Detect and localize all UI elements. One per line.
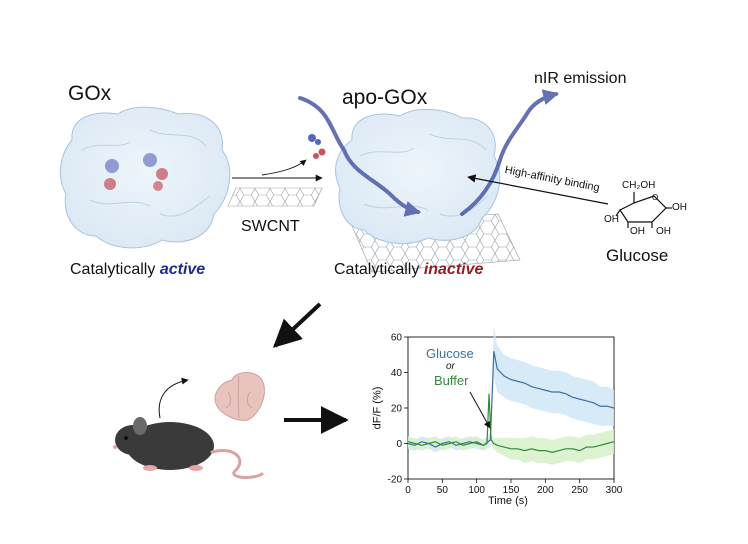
y-axis-label: dF/F (%) bbox=[371, 386, 384, 430]
x-tick-label: 50 bbox=[437, 485, 449, 496]
glucose-oh-2: OH bbox=[656, 226, 671, 237]
nir-emission-label: nIR emission bbox=[534, 70, 627, 87]
injection-arrow bbox=[469, 391, 491, 429]
glucose-oh-4: OH bbox=[604, 214, 619, 225]
glucose-ch2oh: CH₂OH bbox=[622, 180, 656, 191]
y-tick-label: 0 bbox=[396, 439, 402, 450]
x-tick-label: 200 bbox=[537, 485, 554, 496]
series-buffer bbox=[407, 393, 615, 453]
band-glucose bbox=[408, 326, 614, 453]
swcnt-icon bbox=[227, 187, 323, 207]
x-tick-label: 100 bbox=[468, 485, 485, 496]
legend-or: or bbox=[446, 361, 455, 372]
fad-release-icon bbox=[308, 134, 326, 159]
inactive-prefix: Catalytically bbox=[334, 261, 424, 278]
ring-oxygen: O bbox=[652, 193, 658, 202]
x-axis-label: Time (s) bbox=[488, 495, 528, 507]
catalytically-inactive-label: Catalytically inactive bbox=[334, 261, 483, 279]
y-tick-label: 20 bbox=[391, 404, 403, 415]
active-word: active bbox=[159, 261, 206, 278]
y-tick-label: -20 bbox=[388, 475, 403, 486]
apo-gox-title: apo-GOx bbox=[342, 86, 428, 109]
brain-slice-icon bbox=[214, 372, 265, 421]
swcnt-label: SWCNT bbox=[241, 218, 300, 235]
release-arrow bbox=[261, 159, 307, 176]
down-left-arrow bbox=[272, 302, 322, 348]
y-tick-label: 60 bbox=[391, 333, 403, 344]
mouse-icon bbox=[113, 417, 264, 479]
x-tick-label: 150 bbox=[503, 485, 520, 496]
binding-arrow bbox=[467, 174, 609, 205]
glucose-oh-3: OH bbox=[630, 226, 645, 237]
x-tick-label: 300 bbox=[606, 485, 623, 496]
brain-extraction-arrow bbox=[158, 377, 189, 419]
legend-glucose: Glucose bbox=[426, 346, 474, 361]
glucose-label: Glucose bbox=[606, 246, 669, 265]
glucose-structure bbox=[615, 192, 672, 228]
fad-cofactor-icon bbox=[105, 159, 119, 173]
legend-buffer: Buffer bbox=[434, 373, 469, 388]
catalytically-active-label: Catalytically active bbox=[70, 261, 205, 279]
inactive-word: inactive bbox=[423, 261, 484, 278]
glucose-oh-1: OH bbox=[672, 202, 687, 213]
band-buffer bbox=[408, 388, 614, 465]
excitation-path bbox=[298, 96, 422, 217]
y-tick-label: 40 bbox=[391, 368, 403, 379]
series-glucose bbox=[407, 351, 615, 448]
gox-title: GOx bbox=[68, 82, 112, 105]
x-tick-label: 250 bbox=[571, 485, 588, 496]
active-prefix: Catalytically bbox=[70, 261, 160, 278]
x-tick-label: 0 bbox=[405, 485, 411, 496]
apo-gox-protein bbox=[335, 108, 501, 244]
emission-path bbox=[460, 89, 560, 216]
gox-protein bbox=[59, 106, 231, 249]
